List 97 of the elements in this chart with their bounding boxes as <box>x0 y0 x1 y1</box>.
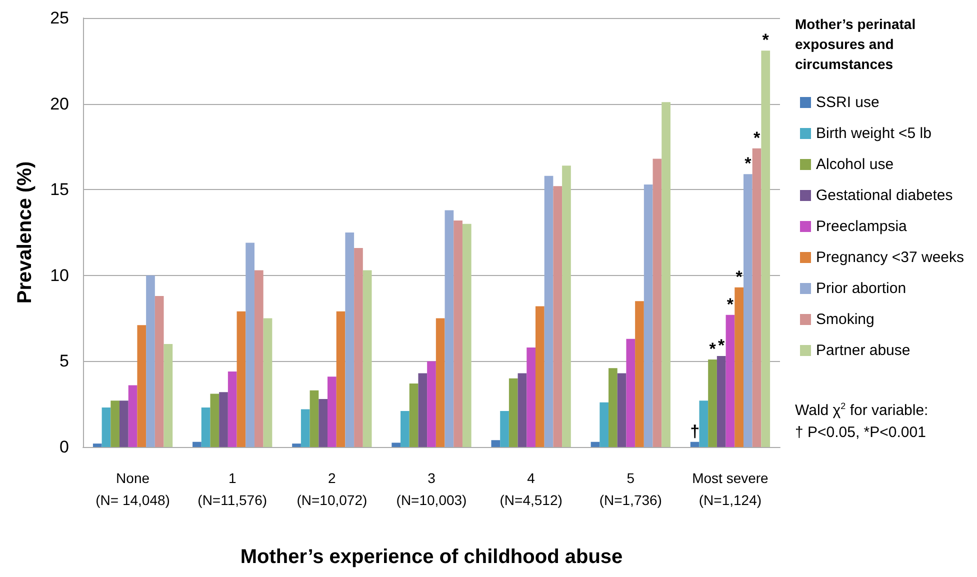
bar <box>92 444 102 447</box>
bar <box>336 311 346 447</box>
bar <box>362 270 372 447</box>
data-label: * <box>709 339 716 358</box>
y-tick-label: 10 <box>50 266 69 285</box>
bar <box>535 306 544 447</box>
bar <box>427 361 436 447</box>
bar <box>662 102 670 447</box>
bar <box>652 158 662 447</box>
bar <box>553 186 562 447</box>
x-tick-label: 4 (N=4,512) <box>500 470 562 508</box>
bar <box>743 174 752 447</box>
bar <box>626 338 636 447</box>
bar <box>146 275 155 447</box>
legend-label: SSRI use <box>816 94 880 111</box>
data-label: * <box>744 154 752 174</box>
legend-label: Gestational diabetes <box>816 187 953 204</box>
data-label: * <box>726 294 734 314</box>
x-tick-label: 2 (N=10,072) <box>296 470 368 508</box>
bar <box>518 373 527 447</box>
bar <box>508 378 518 447</box>
bar <box>110 400 120 447</box>
bar <box>734 287 744 447</box>
data-label: * <box>718 336 726 356</box>
bar <box>444 210 454 447</box>
bar <box>600 402 609 447</box>
bar <box>500 410 509 447</box>
bar <box>644 184 653 447</box>
bar <box>345 232 354 447</box>
bar <box>462 224 472 447</box>
bar <box>164 344 173 447</box>
bar <box>400 410 410 447</box>
bar <box>418 373 428 447</box>
bar <box>726 314 735 447</box>
x-tick-label: 1 (N=11,576) <box>198 470 268 508</box>
bar <box>310 390 319 447</box>
bar <box>210 394 220 447</box>
data-label: † <box>690 422 700 441</box>
bar <box>300 409 310 447</box>
x-tick-label: 3 (N=10,003) <box>396 470 467 508</box>
bar <box>409 384 418 447</box>
bar <box>454 220 462 447</box>
bar <box>761 50 770 447</box>
bar <box>228 371 237 447</box>
text: Wald χ$^{2}$ for variable: † P<0.05, *P<0.001 <box>795 400 930 443</box>
data-label: * <box>753 128 760 148</box>
bar <box>246 242 254 447</box>
legend-label: Birth weight <5 lb <box>816 125 932 142</box>
bar <box>192 442 202 447</box>
bar <box>635 301 644 447</box>
bar <box>102 408 111 447</box>
data-label: * <box>736 267 743 286</box>
bar <box>219 392 228 447</box>
legend-label: Preeclampsia <box>816 218 908 235</box>
bar <box>392 442 401 447</box>
bar <box>328 376 336 447</box>
bar <box>154 296 164 447</box>
bar <box>690 442 700 447</box>
bar <box>699 400 708 447</box>
bar <box>318 398 328 447</box>
bar <box>128 385 138 447</box>
x-tick-label: 5 (N=1,736) <box>599 470 662 508</box>
legend-label: Smoking <box>816 311 874 328</box>
bar <box>254 270 264 447</box>
bar <box>436 318 445 447</box>
legend-title: Mother’s perinatal exposures and circumstances <box>795 15 917 74</box>
bar <box>263 318 272 447</box>
legend-label: Pregnancy <37 weeks <box>816 249 964 266</box>
bar <box>354 248 363 447</box>
bar <box>544 176 554 447</box>
x-tick-label: None (N= 14,048) <box>96 470 170 508</box>
y-tick-label: 5 <box>60 352 69 371</box>
data-label: * <box>762 30 770 50</box>
bar <box>236 311 246 447</box>
bar <box>752 148 762 447</box>
bar <box>608 368 618 447</box>
bar <box>716 356 726 447</box>
y-tick-label: 0 <box>60 438 69 456</box>
bar <box>708 359 717 447</box>
bar <box>201 408 210 447</box>
legend-label: Partner abuse <box>816 342 910 359</box>
y-tick-label: 20 <box>50 94 69 114</box>
bar <box>590 442 600 447</box>
bar <box>120 400 128 447</box>
bar <box>526 347 536 447</box>
bar <box>292 444 301 447</box>
bar <box>562 166 571 447</box>
y-tick-label: 15 <box>50 180 69 200</box>
bar <box>491 440 500 447</box>
legend-label: Prior abortion <box>816 280 906 297</box>
bar <box>137 325 146 447</box>
legend-label: Alcohol use <box>816 156 894 173</box>
x-axis-title: Mother’s experience of childhood abuse <box>240 546 623 568</box>
y-axis-title: Prevalence (%) <box>14 161 36 304</box>
y-tick-label: 25 <box>50 8 69 28</box>
bar <box>617 373 626 447</box>
x-tick-label: Most severe (N=1,124) <box>692 470 769 508</box>
